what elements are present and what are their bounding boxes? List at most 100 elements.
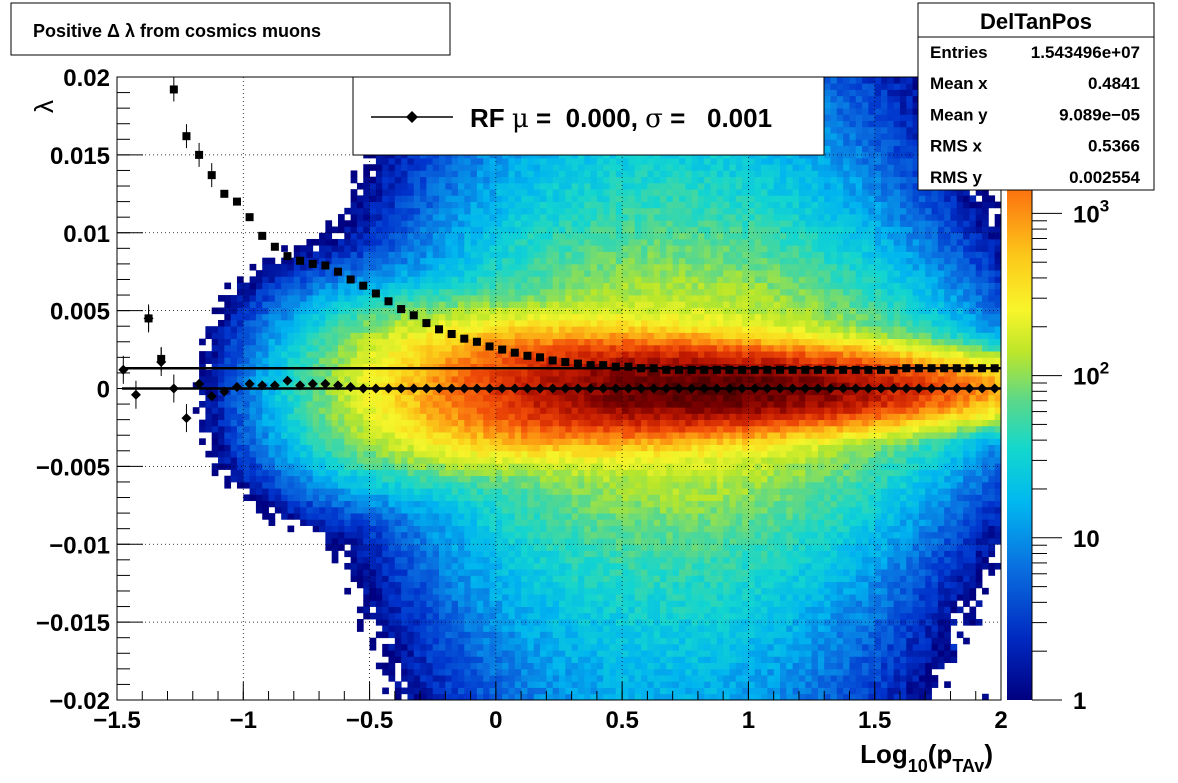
heatmap-cell [596,369,604,377]
heatmap-cell [571,444,579,452]
heatmap-cell [483,245,490,252]
heatmap-cell [552,313,560,321]
heatmap-cell [457,581,465,589]
heatmap-cell [344,270,352,277]
heatmap-cell [413,488,421,495]
heatmap-cell [527,631,535,639]
heatmap-cell [571,457,579,464]
heatmap-cell [356,438,364,445]
heatmap-cell [451,556,459,564]
heatmap-cell [470,631,478,639]
heatmap-cell [489,220,497,227]
heatmap-cell [489,637,497,645]
heatmap-cell [375,463,383,470]
heatmap-cell [319,344,326,352]
heatmap-cell [407,513,415,520]
heatmap-cell [363,338,370,346]
heatmap-cell [533,238,541,246]
heatmap-cell [495,600,503,607]
heatmap-cell [331,494,339,502]
heatmap-cell [451,600,459,607]
heatmap-cell [243,338,250,346]
heatmap-cell [470,313,478,321]
heatmap-cell [552,419,560,427]
heatmap-cell [565,569,573,576]
heatmap-cell [470,176,478,184]
heatmap-cell [577,575,585,583]
heatmap-cell [584,220,591,227]
heatmap-cell [495,538,503,545]
heatmap-cell [533,369,541,377]
heatmap-cell [218,363,225,371]
heatmap-cell [552,519,560,526]
heatmap-cell [495,313,503,321]
heatmap-cell [577,400,585,408]
heatmap-cell [451,432,459,439]
heatmap-cell [375,388,383,396]
heatmap-cell [464,581,471,589]
heatmap-cell [300,419,307,427]
heatmap-cell [489,326,497,333]
heatmap-cell [394,594,402,601]
heatmap-cell [369,569,377,576]
heatmap-cell [268,326,276,333]
heatmap-cell [527,475,535,483]
heatmap-cell [394,631,402,639]
heatmap-cell [255,270,263,277]
heatmap-cell [426,562,434,570]
heatmap-cell [230,344,238,352]
heatmap-cell [401,176,408,184]
heatmap-cell [571,382,579,389]
heatmap-cell [508,625,516,632]
heatmap-cell [394,313,402,321]
heatmap-cell [483,388,490,396]
heatmap-cell [375,444,383,452]
heatmap-cell [445,238,453,246]
heatmap-cell [609,276,617,283]
heatmap-cell [603,332,610,340]
heatmap-cell [394,170,402,178]
heatmap-cell [407,157,415,165]
heatmap-cell [287,288,295,296]
heatmap-cell [609,207,617,215]
heatmap-cell [382,450,389,458]
heatmap-cell [382,176,389,184]
heatmap-cell [306,288,314,296]
heatmap-cell [439,270,446,277]
heatmap-cell [489,195,497,202]
heatmap-cell [356,351,364,358]
heatmap-cell [502,538,509,545]
heatmap-cell [224,369,232,377]
heatmap-cell [571,226,579,234]
heatmap-cell [236,332,244,340]
heatmap-cell [243,388,250,396]
heatmap-cell [609,245,617,252]
heatmap-cell [559,220,566,227]
heatmap-cell [369,538,377,545]
heatmap-cell [293,494,301,502]
heatmap-cell [533,656,541,664]
heatmap-cell [609,519,617,526]
heatmap-cell [211,344,219,352]
heatmap-cell [546,575,554,583]
heatmap-cell [609,251,617,259]
heatmap-cell [470,693,478,700]
heatmap-cell [205,400,213,408]
heatmap-cell [540,288,547,296]
heatmap-cell [476,619,484,626]
heatmap-cell [230,444,238,452]
heatmap-cell [236,438,244,445]
heatmap-cell [312,295,320,302]
heatmap-cell [445,538,453,545]
heatmap-cell [420,463,427,470]
heatmap-cell [394,500,402,508]
heatmap-cell [375,189,383,196]
heatmap-cell [293,288,301,296]
heatmap-cell [457,488,465,495]
heatmap-cell [540,643,547,651]
heatmap-cell [363,313,370,321]
heatmap-cell [325,288,333,296]
heatmap-cell [218,369,225,377]
heatmap-cell [495,619,503,626]
heatmap-cell [502,276,509,283]
